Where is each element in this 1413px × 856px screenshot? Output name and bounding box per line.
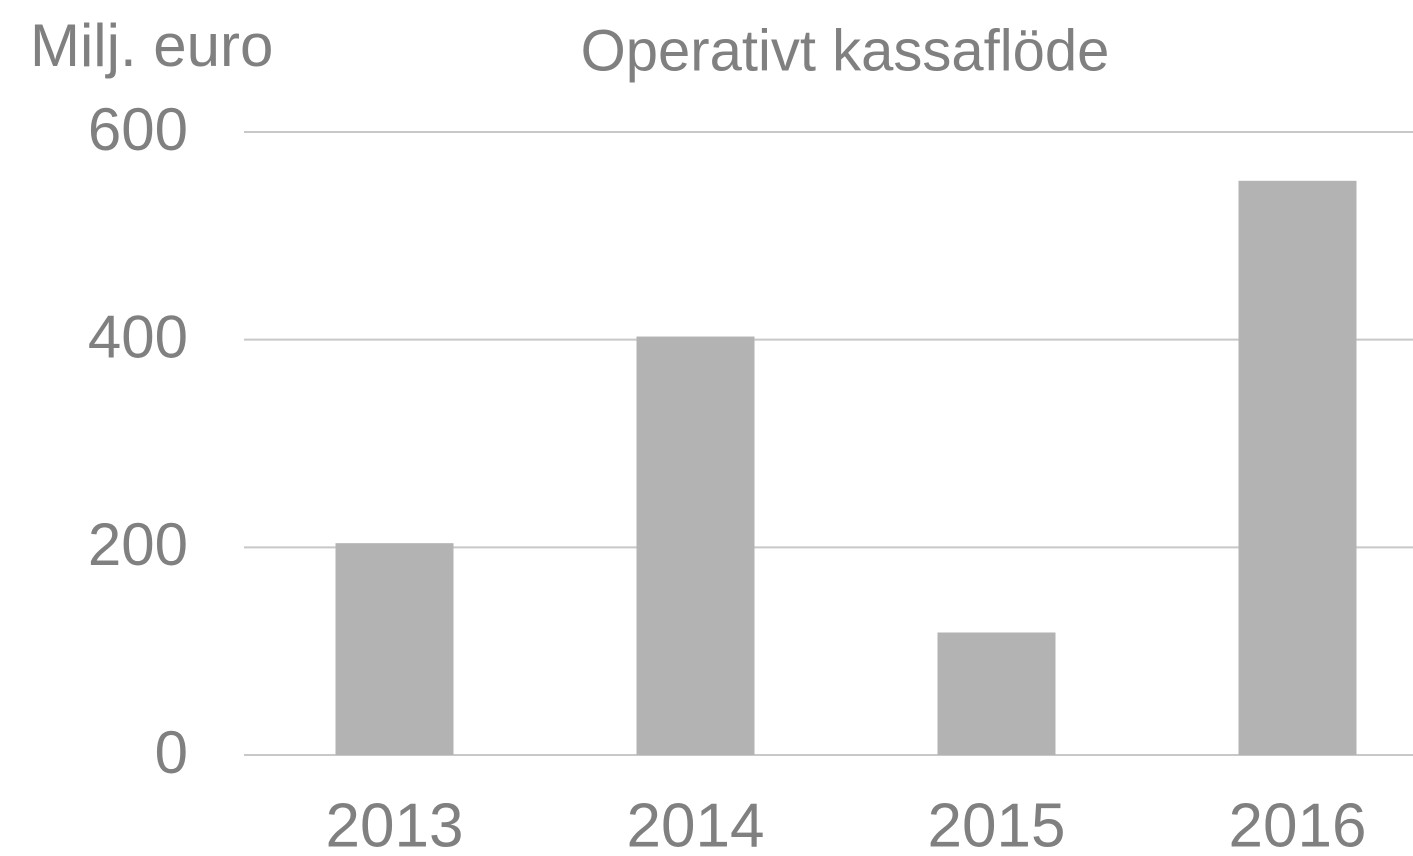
- x-tick-label: 2013: [326, 791, 464, 856]
- bar: [1238, 180, 1357, 756]
- y-tick-label: 200: [88, 511, 188, 578]
- chart-title: Operativt kassaflöde: [581, 18, 1110, 83]
- y-tick-label: 0: [155, 719, 188, 786]
- x-tick-label: 2015: [928, 791, 1066, 856]
- y-tick-label: 600: [88, 96, 188, 163]
- y-axis-label: Milj. euro: [30, 12, 273, 79]
- x-tick-label: 2014: [627, 791, 765, 856]
- x-tick-label: 2016: [1229, 791, 1367, 856]
- bar: [636, 336, 755, 755]
- y-tick-label: 400: [88, 304, 188, 371]
- bar: [937, 632, 1056, 755]
- bar: [335, 543, 454, 755]
